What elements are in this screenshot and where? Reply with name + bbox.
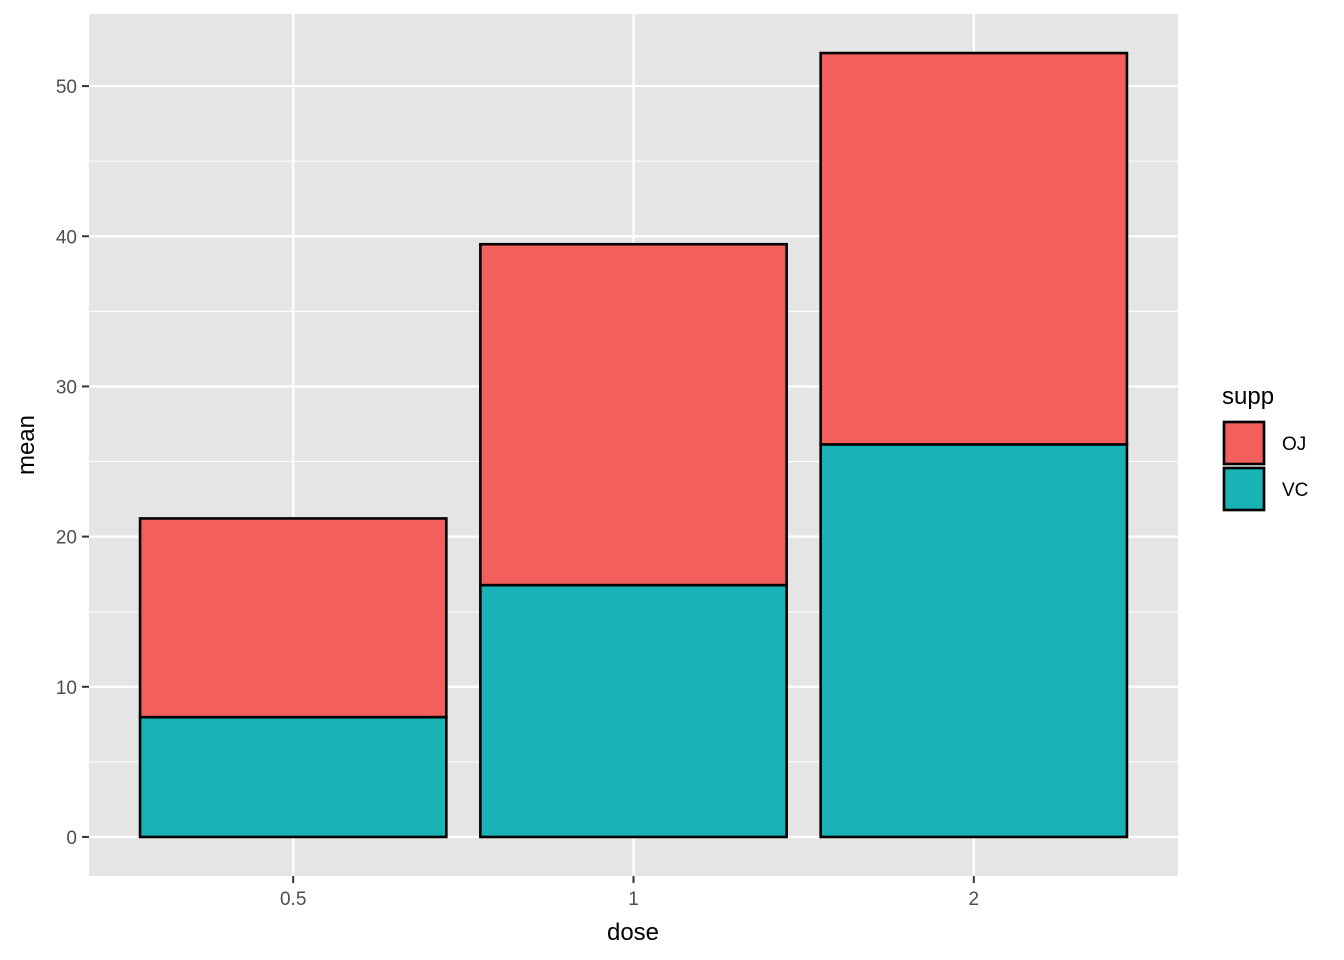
bar-segment-vc-0.5 [138, 715, 448, 839]
bar-segment-vc-1 [479, 583, 788, 839]
y-tick-label: 40 [56, 227, 77, 248]
legend: supp OJ VC [1222, 383, 1308, 512]
legend-title: supp [1222, 383, 1274, 410]
x-tick-label: 2 [969, 889, 980, 910]
bar-segment-oj-0.5 [138, 517, 448, 719]
y-tick-label: 10 [56, 678, 77, 699]
legend-swatch-oj [1222, 420, 1266, 466]
legend-label-vc: VC [1282, 480, 1308, 501]
x-axis-title: dose [607, 919, 659, 946]
bar-segment-oj-1 [479, 242, 788, 587]
y-axis-title: mean [13, 415, 40, 475]
y-tick-label: 20 [56, 528, 77, 549]
x-tick-label: 0.5 [280, 889, 306, 910]
legend-keys: OJ VC [1222, 420, 1308, 512]
bar-segment-oj-2 [819, 51, 1129, 446]
y-tick-label: 0 [66, 828, 77, 849]
y-tick-label: 30 [56, 377, 77, 398]
bar-segment-vc-2 [819, 443, 1129, 839]
axes: 0 10 20 30 40 50 0.5 1 2 [56, 77, 979, 910]
x-tick-label: 1 [628, 889, 639, 910]
legend-label-oj: OJ [1282, 434, 1306, 455]
y-tick-label: 50 [56, 77, 77, 98]
bars [138, 51, 1129, 839]
legend-swatch-vc [1222, 466, 1266, 512]
